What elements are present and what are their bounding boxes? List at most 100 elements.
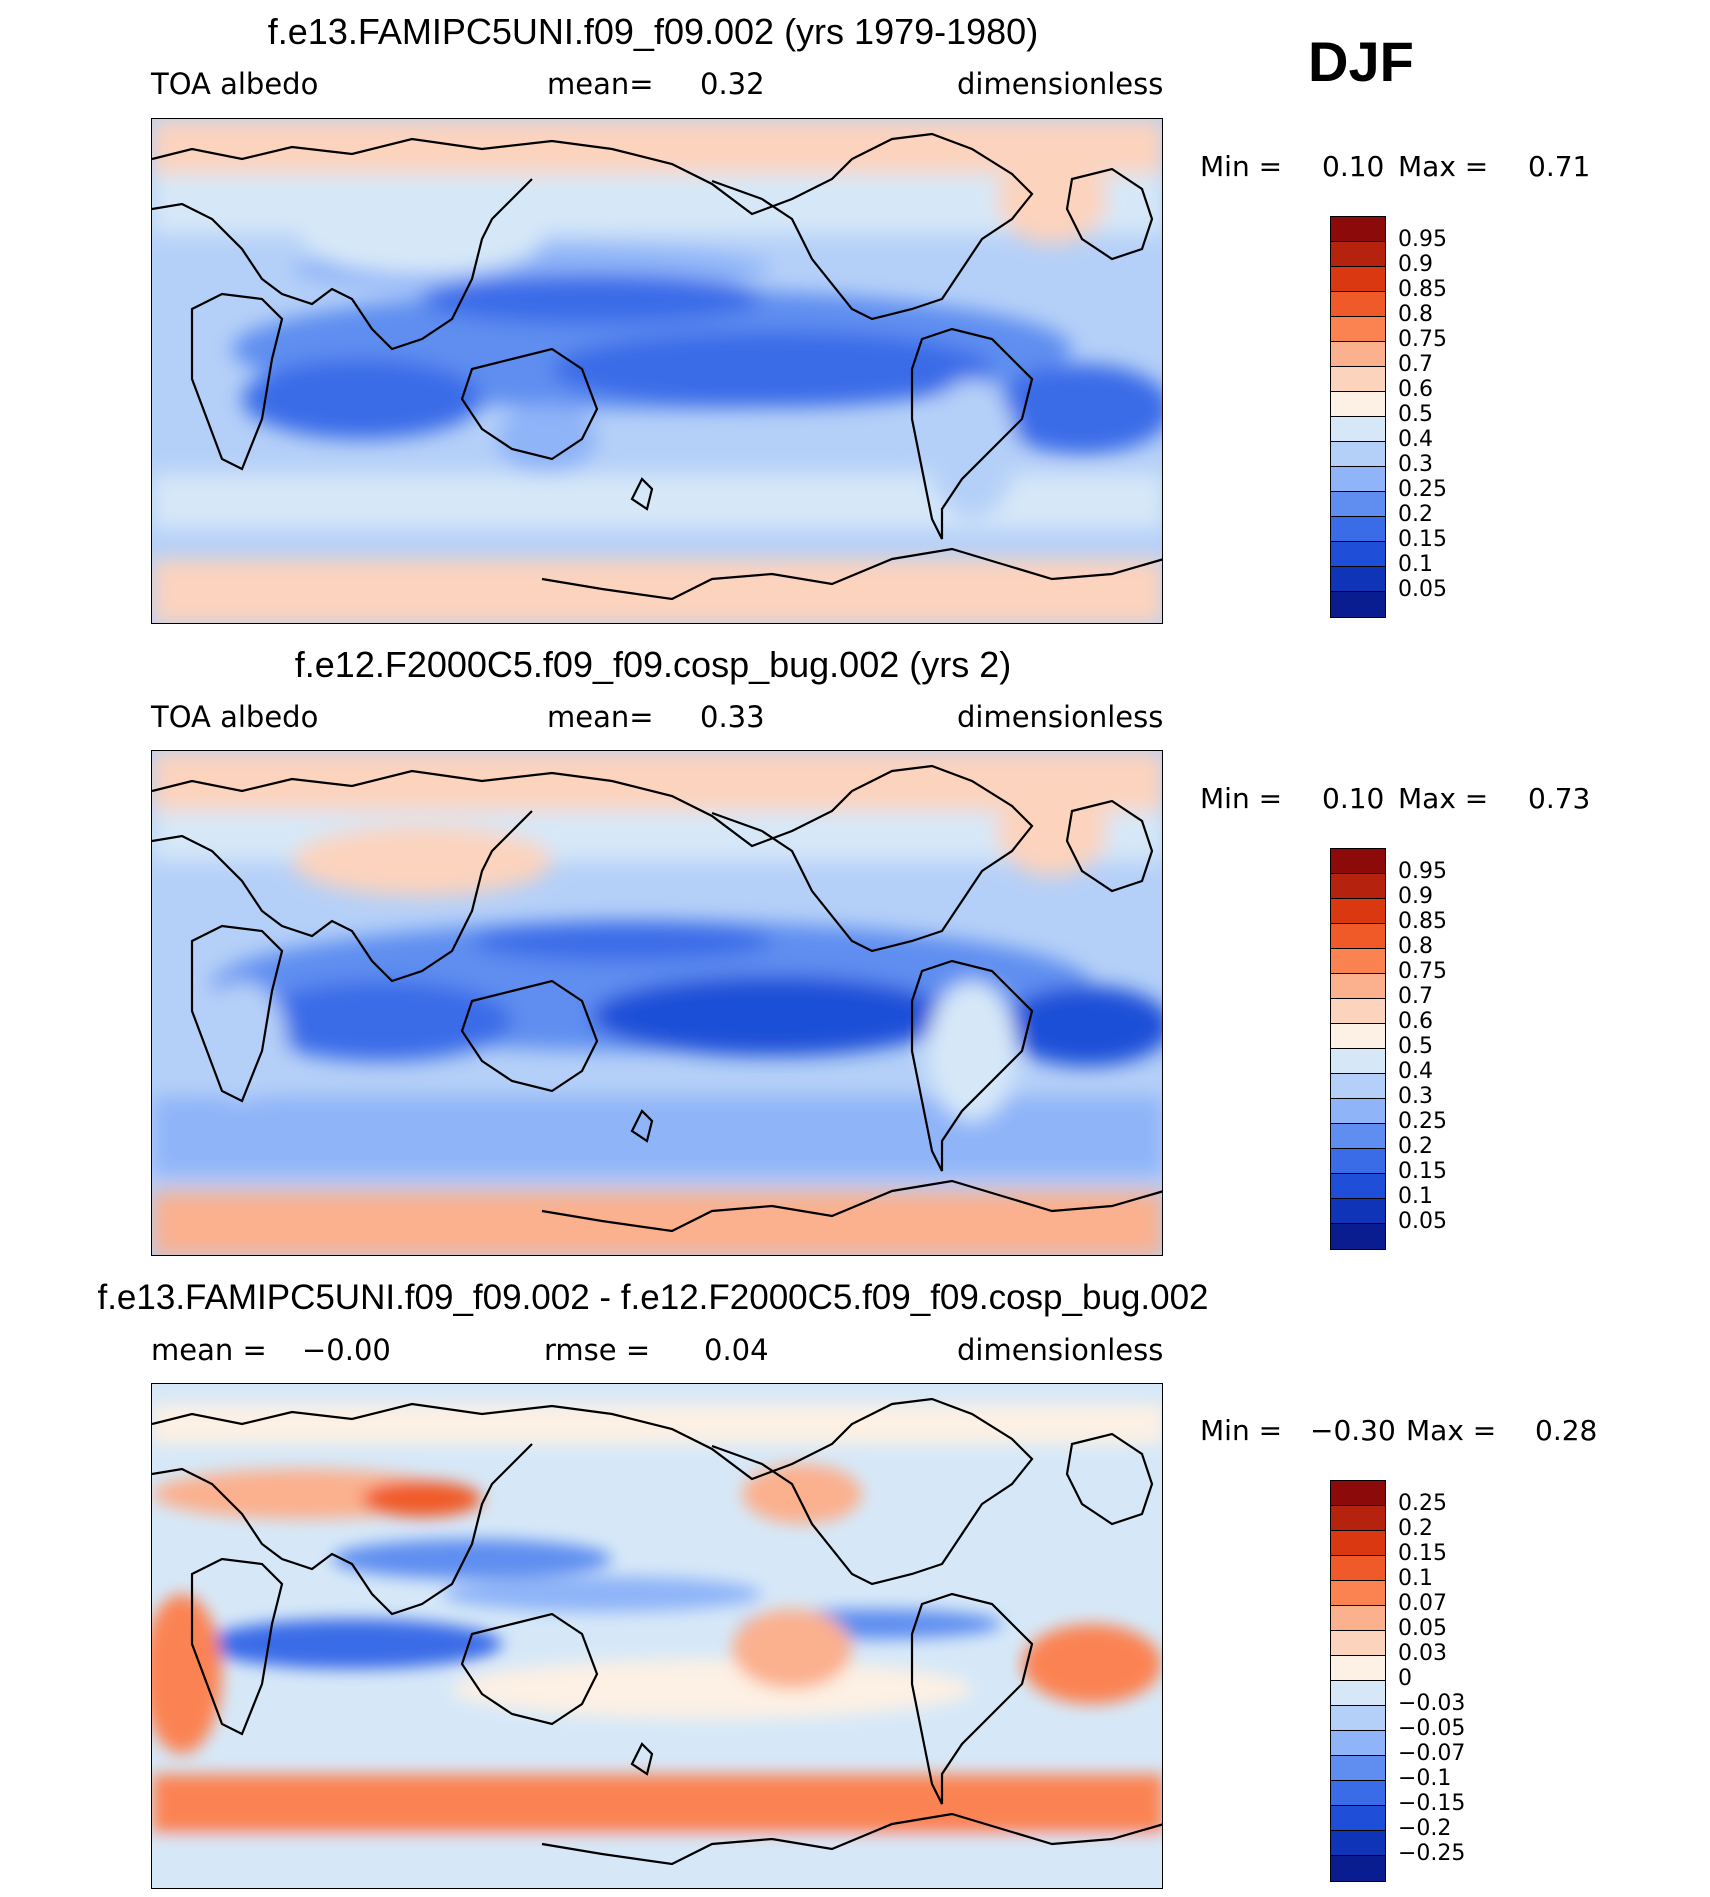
colorbar-swatch (1331, 874, 1385, 899)
colorbar-tick-label: 0.6 (1398, 377, 1433, 402)
colorbar-swatch (1331, 1756, 1385, 1781)
season-label: DJF (1308, 30, 1414, 93)
colorbar-swatch (1331, 849, 1385, 874)
colorbar-swatch (1331, 999, 1385, 1024)
colorbar-swatch (1331, 342, 1385, 367)
panel-3-title: f.e13.FAMIPC5UNI.f09_f09.002 - f.e12.F20… (97, 1278, 1209, 1317)
colorbar-tick-label: 0.15 (1398, 1159, 1447, 1184)
indian-ocean-negative (202, 1619, 502, 1669)
panel-2-colorbar (1330, 848, 1386, 1250)
colorbar-tick-label: 0.75 (1398, 327, 1447, 352)
trop-n-pacific (472, 921, 772, 961)
panel-2-units: dimensionless (957, 700, 1164, 734)
colorbar-tick-label: 0.15 (1398, 527, 1447, 552)
colorbar-tick-label: 0.95 (1398, 227, 1447, 252)
panel-1-colorbar (1330, 216, 1386, 618)
colorbar-swatch (1331, 567, 1385, 592)
colorbar-swatch (1331, 1199, 1385, 1224)
coastlines (152, 764, 1162, 1233)
new-zealand-coast (630, 1742, 654, 1776)
greenland-patch (997, 154, 1107, 244)
colorbar-tick-label: 0.9 (1398, 884, 1433, 909)
antarctic-band (152, 1191, 1162, 1255)
southern-ocean-band (152, 1096, 1162, 1176)
colorbar-tick-label: 0.5 (1398, 1034, 1433, 1059)
africa-coast (190, 924, 284, 1103)
colorbar-swatch (1331, 1124, 1385, 1149)
australia-coast (460, 347, 599, 461)
panel-2-variable-label: TOA albedo (151, 700, 319, 734)
colorbar-swatch (1331, 242, 1385, 267)
panel-1-max-value: 0.71 (1528, 150, 1591, 183)
colorbar-swatch (1331, 1856, 1385, 1881)
panel-1-units: dimensionless (957, 67, 1164, 101)
asia-negative (332, 1539, 612, 1579)
colorbar-tick-label: 0 (1398, 1666, 1412, 1691)
eurasia-coast (152, 810, 533, 983)
indian-ocean (252, 981, 512, 1061)
panel-3-max-label: Max = (1406, 1414, 1497, 1447)
panel-2-map (151, 750, 1163, 1256)
eurasia-coast (152, 1443, 533, 1616)
colorbar-tick-label: −0.03 (1398, 1691, 1466, 1716)
south-america-patch (927, 379, 1017, 519)
indian-ocean (242, 359, 482, 439)
colorbar-tick-label: 0.15 (1398, 1541, 1447, 1566)
panel-3-rmse-value: 0.04 (704, 1333, 769, 1367)
north-band (152, 1404, 1162, 1444)
colorbar-tick-label: 0.5 (1398, 402, 1433, 427)
colorbar-tick-label: −0.15 (1398, 1791, 1466, 1816)
colorbar-swatch (1331, 492, 1385, 517)
south-atlantic (992, 364, 1162, 454)
america-positive (742, 1464, 862, 1524)
colorbar-tick-label: 0.9 (1398, 252, 1433, 277)
greenland-coast (1065, 1432, 1154, 1526)
colorbar-swatch (1331, 217, 1385, 242)
south-america-coast (910, 959, 1034, 1172)
africa-coast (190, 1557, 284, 1736)
colorbar-swatch (1331, 1606, 1385, 1631)
panel-1-map-svg (152, 119, 1162, 623)
colorbar-swatch (1331, 899, 1385, 924)
colorbar-swatch (1331, 1049, 1385, 1074)
south-america-coast (910, 327, 1034, 540)
west-edge-positive (152, 1594, 222, 1754)
southern-ocean-positive (152, 1774, 1162, 1834)
arctic-band (152, 119, 1162, 174)
australia-patch (497, 404, 597, 474)
colorbar-swatch (1331, 1781, 1385, 1806)
colorbar-tick-label: 0.7 (1398, 352, 1433, 377)
south-america-patch (927, 981, 1017, 1121)
atlantic-positive (1022, 1624, 1162, 1704)
trop-s-pacific (592, 976, 952, 1056)
colorbar-swatch (1331, 924, 1385, 949)
colorbar-swatch (1331, 467, 1385, 492)
colorbar-tick-label: −0.07 (1398, 1741, 1466, 1766)
colorbar-swatch (1331, 974, 1385, 999)
south-atlantic (1002, 986, 1162, 1066)
colorbar-tick-label: 0.4 (1398, 1059, 1433, 1084)
panel-1-mean-value: 0.32 (700, 67, 765, 101)
new-zealand-coast (630, 477, 654, 511)
colorbar-tick-label: 0.05 (1398, 1209, 1447, 1234)
colorbar-tick-label: 0.05 (1398, 1616, 1447, 1641)
south-america-coast (910, 1592, 1034, 1805)
australia-coast (460, 1612, 599, 1726)
greenland-coast (1065, 167, 1154, 261)
colorbar-swatch (1331, 1481, 1385, 1506)
colorbar-swatch (1331, 1099, 1385, 1124)
colorbar-tick-label: 0.3 (1398, 1084, 1433, 1109)
antarctica-coast (541, 1812, 1162, 1866)
colorbar-swatch (1331, 1531, 1385, 1556)
panel-3-map-svg (152, 1384, 1162, 1888)
colorbar-swatch (1331, 1731, 1385, 1756)
greenland-coast (1065, 799, 1154, 893)
africa-coast (190, 292, 284, 471)
panel-3-colorbar (1330, 1480, 1386, 1882)
greenland-patch (997, 786, 1107, 876)
panel-2-map-svg (152, 751, 1162, 1255)
colorbar-swatch (1331, 392, 1385, 417)
colorbar-swatch (1331, 517, 1385, 542)
panel-1-mean-label: mean= (547, 67, 654, 101)
colorbar-tick-label: −0.2 (1398, 1816, 1452, 1841)
